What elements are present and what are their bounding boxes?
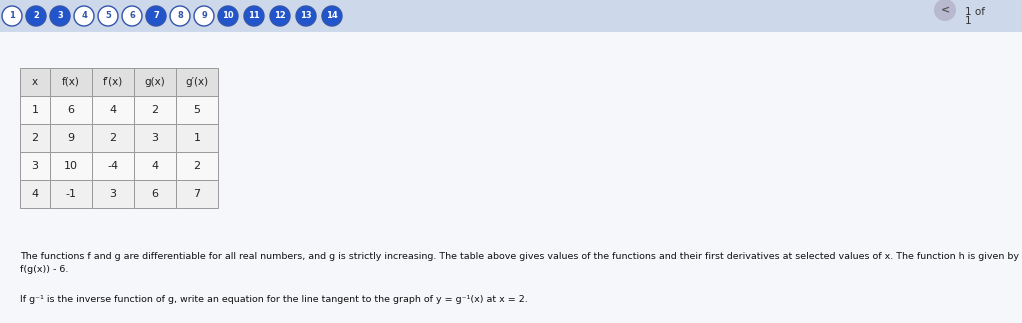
Bar xyxy=(134,124,176,152)
Bar xyxy=(20,68,50,96)
Bar xyxy=(50,96,92,124)
Circle shape xyxy=(296,6,316,26)
Text: 3: 3 xyxy=(57,12,63,20)
Text: f(g(x)) - 6.: f(g(x)) - 6. xyxy=(20,265,68,274)
Text: 6: 6 xyxy=(129,12,135,20)
Text: 4: 4 xyxy=(32,189,39,199)
Text: If g⁻¹ is the inverse function of g, write an equation for the line tangent to t: If g⁻¹ is the inverse function of g, wri… xyxy=(20,295,527,304)
Text: 7: 7 xyxy=(153,12,158,20)
Text: 8: 8 xyxy=(177,12,183,20)
Bar xyxy=(50,124,92,152)
Text: f′(x): f′(x) xyxy=(103,77,123,87)
Circle shape xyxy=(50,6,69,26)
Text: 1: 1 xyxy=(9,12,15,20)
Text: 5: 5 xyxy=(105,12,111,20)
Text: 1: 1 xyxy=(193,133,200,143)
Text: 1 of: 1 of xyxy=(965,7,985,17)
Bar xyxy=(0,0,1022,32)
Text: 2: 2 xyxy=(32,133,39,143)
Text: 3: 3 xyxy=(151,133,158,143)
Bar xyxy=(92,152,134,180)
Text: 9: 9 xyxy=(201,12,206,20)
Text: 2: 2 xyxy=(109,133,117,143)
Bar xyxy=(92,180,134,208)
Text: 3: 3 xyxy=(109,189,117,199)
Text: 11: 11 xyxy=(248,12,260,20)
Text: 6: 6 xyxy=(67,105,75,115)
Text: 12: 12 xyxy=(274,12,286,20)
Bar xyxy=(176,152,218,180)
Text: 4: 4 xyxy=(81,12,87,20)
Bar xyxy=(20,180,50,208)
Text: 6: 6 xyxy=(151,189,158,199)
Text: <: < xyxy=(940,5,949,15)
Text: 2: 2 xyxy=(151,105,158,115)
Bar xyxy=(50,180,92,208)
Text: 1: 1 xyxy=(32,105,39,115)
Bar xyxy=(176,68,218,96)
Text: 3: 3 xyxy=(32,161,39,171)
Text: g(x): g(x) xyxy=(145,77,166,87)
Bar xyxy=(92,68,134,96)
Circle shape xyxy=(74,6,94,26)
Text: The functions f and g are differentiable for all real numbers, and g is strictly: The functions f and g are differentiable… xyxy=(20,252,1022,261)
Circle shape xyxy=(122,6,142,26)
Text: 2: 2 xyxy=(193,161,200,171)
Text: 1: 1 xyxy=(965,16,972,26)
Bar xyxy=(50,68,92,96)
Bar xyxy=(134,68,176,96)
Bar xyxy=(50,152,92,180)
Bar xyxy=(134,96,176,124)
Bar xyxy=(92,96,134,124)
Text: -1: -1 xyxy=(65,189,77,199)
Text: 4: 4 xyxy=(151,161,158,171)
Circle shape xyxy=(270,6,290,26)
Text: 10: 10 xyxy=(64,161,78,171)
Circle shape xyxy=(194,6,214,26)
Bar xyxy=(20,152,50,180)
Bar xyxy=(20,124,50,152)
Text: 9: 9 xyxy=(67,133,75,143)
Circle shape xyxy=(146,6,166,26)
Circle shape xyxy=(26,6,46,26)
Text: 4: 4 xyxy=(109,105,117,115)
Bar xyxy=(176,124,218,152)
Circle shape xyxy=(244,6,264,26)
Bar xyxy=(134,180,176,208)
Circle shape xyxy=(98,6,118,26)
Bar xyxy=(92,124,134,152)
Text: 13: 13 xyxy=(300,12,312,20)
Circle shape xyxy=(170,6,190,26)
Bar xyxy=(176,180,218,208)
Text: 2: 2 xyxy=(33,12,39,20)
Circle shape xyxy=(322,6,342,26)
Text: -4: -4 xyxy=(107,161,119,171)
Text: 14: 14 xyxy=(326,12,338,20)
Text: g′(x): g′(x) xyxy=(185,77,208,87)
Text: 10: 10 xyxy=(222,12,234,20)
Circle shape xyxy=(218,6,238,26)
Circle shape xyxy=(2,6,22,26)
Bar xyxy=(20,96,50,124)
Bar xyxy=(176,96,218,124)
Text: 7: 7 xyxy=(193,189,200,199)
Bar xyxy=(134,152,176,180)
Circle shape xyxy=(934,0,956,21)
Text: f(x): f(x) xyxy=(62,77,80,87)
Text: x: x xyxy=(32,77,38,87)
Text: 5: 5 xyxy=(193,105,200,115)
